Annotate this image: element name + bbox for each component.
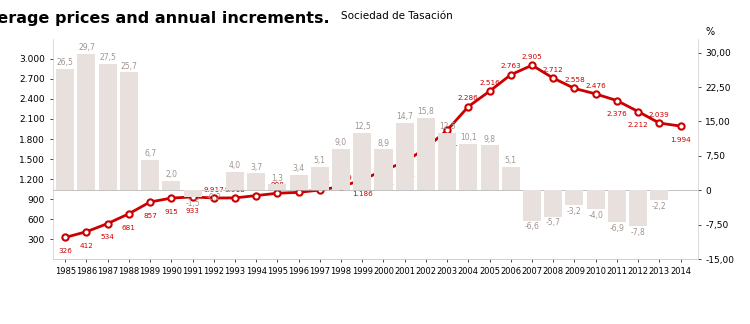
Bar	[417, 118, 435, 190]
Text: 25,7: 25,7	[121, 62, 137, 71]
Text: -6,9: -6,9	[610, 224, 624, 233]
Text: 12,5: 12,5	[354, 122, 370, 131]
Text: 1.994: 1.994	[670, 137, 691, 143]
Text: 2.286: 2.286	[458, 95, 478, 101]
Bar	[141, 160, 159, 190]
Text: 2.763: 2.763	[500, 64, 521, 69]
Text: -0,2: -0,2	[206, 193, 221, 202]
Text: 2.558: 2.558	[564, 77, 585, 83]
Text: 2.212: 2.212	[628, 122, 649, 128]
Text: 8,9: 8,9	[377, 139, 389, 148]
Bar	[396, 123, 414, 190]
Text: 10,1: 10,1	[460, 133, 477, 142]
Bar	[120, 72, 138, 190]
Bar	[608, 190, 626, 222]
Text: %: %	[705, 27, 714, 37]
Text: 534: 534	[100, 235, 115, 240]
Bar	[481, 145, 499, 190]
Text: 12,5: 12,5	[439, 122, 455, 131]
Text: -6,6: -6,6	[524, 223, 539, 231]
Text: 1.931: 1.931	[436, 141, 457, 147]
Bar	[586, 190, 604, 209]
Bar	[566, 190, 584, 205]
Text: Evolution of average prices and annual increments.: Evolution of average prices and annual i…	[0, 11, 330, 26]
Text: 2.476: 2.476	[585, 83, 606, 88]
Bar	[544, 190, 562, 216]
Text: Sociedad de Tasación: Sociedad de Tasación	[341, 11, 453, 21]
Text: 9.917: 9.917	[203, 187, 224, 193]
Text: 1.089: 1.089	[331, 175, 352, 181]
Bar	[523, 190, 541, 221]
Text: 29,7: 29,7	[78, 43, 95, 52]
Bar	[268, 184, 286, 190]
Text: 26,5: 26,5	[57, 58, 74, 67]
Text: -1,5: -1,5	[185, 199, 200, 208]
Text: -3,2: -3,2	[567, 207, 582, 216]
Text: 3,7: 3,7	[250, 163, 262, 171]
Text: 1.334: 1.334	[373, 181, 394, 187]
Bar	[459, 144, 477, 190]
Bar	[248, 173, 266, 190]
Text: 9,8: 9,8	[484, 134, 496, 144]
Text: 5,1: 5,1	[505, 156, 517, 165]
Bar	[226, 172, 244, 190]
Text: 2.516: 2.516	[479, 80, 500, 86]
Bar	[374, 149, 392, 190]
Bar	[502, 167, 520, 190]
Bar	[99, 64, 117, 190]
Text: 412: 412	[80, 243, 94, 249]
Bar	[56, 69, 74, 190]
Bar	[438, 133, 456, 190]
Bar	[184, 190, 202, 197]
Text: 2.376: 2.376	[607, 111, 627, 118]
Text: 9.918: 9.918	[224, 187, 245, 192]
Text: 326: 326	[58, 248, 72, 254]
Bar	[629, 190, 647, 226]
Text: -7,8: -7,8	[631, 228, 646, 237]
Text: 2.712: 2.712	[543, 67, 563, 73]
Bar	[353, 133, 371, 190]
Bar	[332, 149, 350, 190]
Text: 857: 857	[143, 213, 157, 219]
Text: 27,5: 27,5	[99, 53, 116, 62]
Bar	[162, 181, 180, 190]
Text: 15,8: 15,8	[418, 107, 434, 116]
Text: 6,7: 6,7	[144, 149, 156, 158]
Text: 14,7: 14,7	[396, 112, 413, 121]
Text: 933: 933	[185, 208, 200, 214]
Bar	[310, 167, 328, 190]
Bar	[205, 190, 223, 191]
Text: 2.039: 2.039	[649, 112, 670, 118]
Text: 3,4: 3,4	[292, 164, 304, 173]
Text: 1.001: 1.001	[288, 181, 309, 187]
Text: 1.667: 1.667	[416, 159, 436, 165]
Text: 9,0: 9,0	[335, 138, 347, 147]
Bar	[650, 190, 668, 201]
Text: -2,2: -2,2	[652, 202, 667, 211]
Bar	[290, 175, 308, 190]
Bar	[77, 54, 95, 190]
Text: 681: 681	[122, 225, 136, 231]
Text: 1.453: 1.453	[394, 173, 415, 179]
Text: 915: 915	[164, 209, 178, 215]
Text: 953: 953	[249, 184, 263, 190]
Text: 1.186: 1.186	[352, 191, 373, 197]
Text: 5,1: 5,1	[314, 156, 326, 165]
Text: 2.905: 2.905	[522, 54, 542, 60]
Text: 4,0: 4,0	[229, 161, 241, 170]
Text: -5,7: -5,7	[546, 218, 561, 227]
Text: 1,3: 1,3	[272, 174, 284, 182]
Text: 1.036: 1.036	[310, 179, 330, 185]
Text: 988: 988	[271, 182, 284, 188]
Text: -4,0: -4,0	[588, 211, 603, 220]
Text: 2,0: 2,0	[165, 170, 177, 179]
